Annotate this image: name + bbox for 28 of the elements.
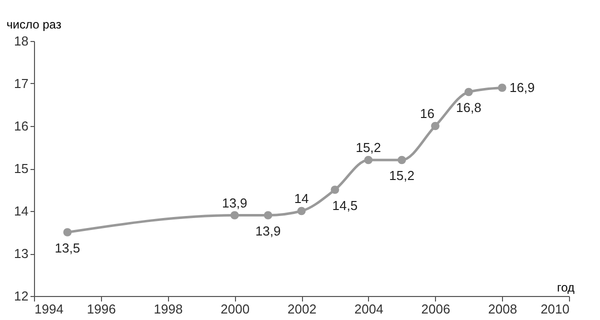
data-label: 14,5 [332,198,358,213]
x-tick-label: 2004 [354,302,384,316]
data-label: 16,8 [456,100,482,115]
data-label: 13,9 [222,195,248,210]
x-tick-label: 1994 [34,302,64,316]
data-label: 13,5 [54,240,80,256]
y-tick-label: 16 [14,118,28,134]
x-tick-label: 1996 [86,302,116,316]
x-tick-label: 2006 [421,302,450,316]
x-tick-label: 1998 [154,302,183,316]
y-tick-label: 18 [14,34,28,48]
y-tick-label: 14 [14,204,28,218]
x-tick-label: 2008 [488,302,518,316]
data-label: 16 [420,106,434,121]
x-axis-title: год [556,280,574,294]
data-label: 15,2 [389,168,414,183]
data-label: 13,9 [255,223,281,238]
x-tick-label: 2000 [220,302,250,316]
y-tick-label: 13 [14,246,28,261]
x-tick-label: 2010 [540,302,570,316]
y-tick-label: 12 [14,288,28,304]
y-axis-title: число раз [6,18,62,32]
data-label: 15,2 [356,140,382,155]
data-label: 14 [294,191,309,206]
data-label: 16,9 [509,80,535,95]
y-tick-label: 17 [14,76,28,91]
x-tick-label: 2002 [288,302,316,316]
y-tick-label: 15 [14,161,28,176]
